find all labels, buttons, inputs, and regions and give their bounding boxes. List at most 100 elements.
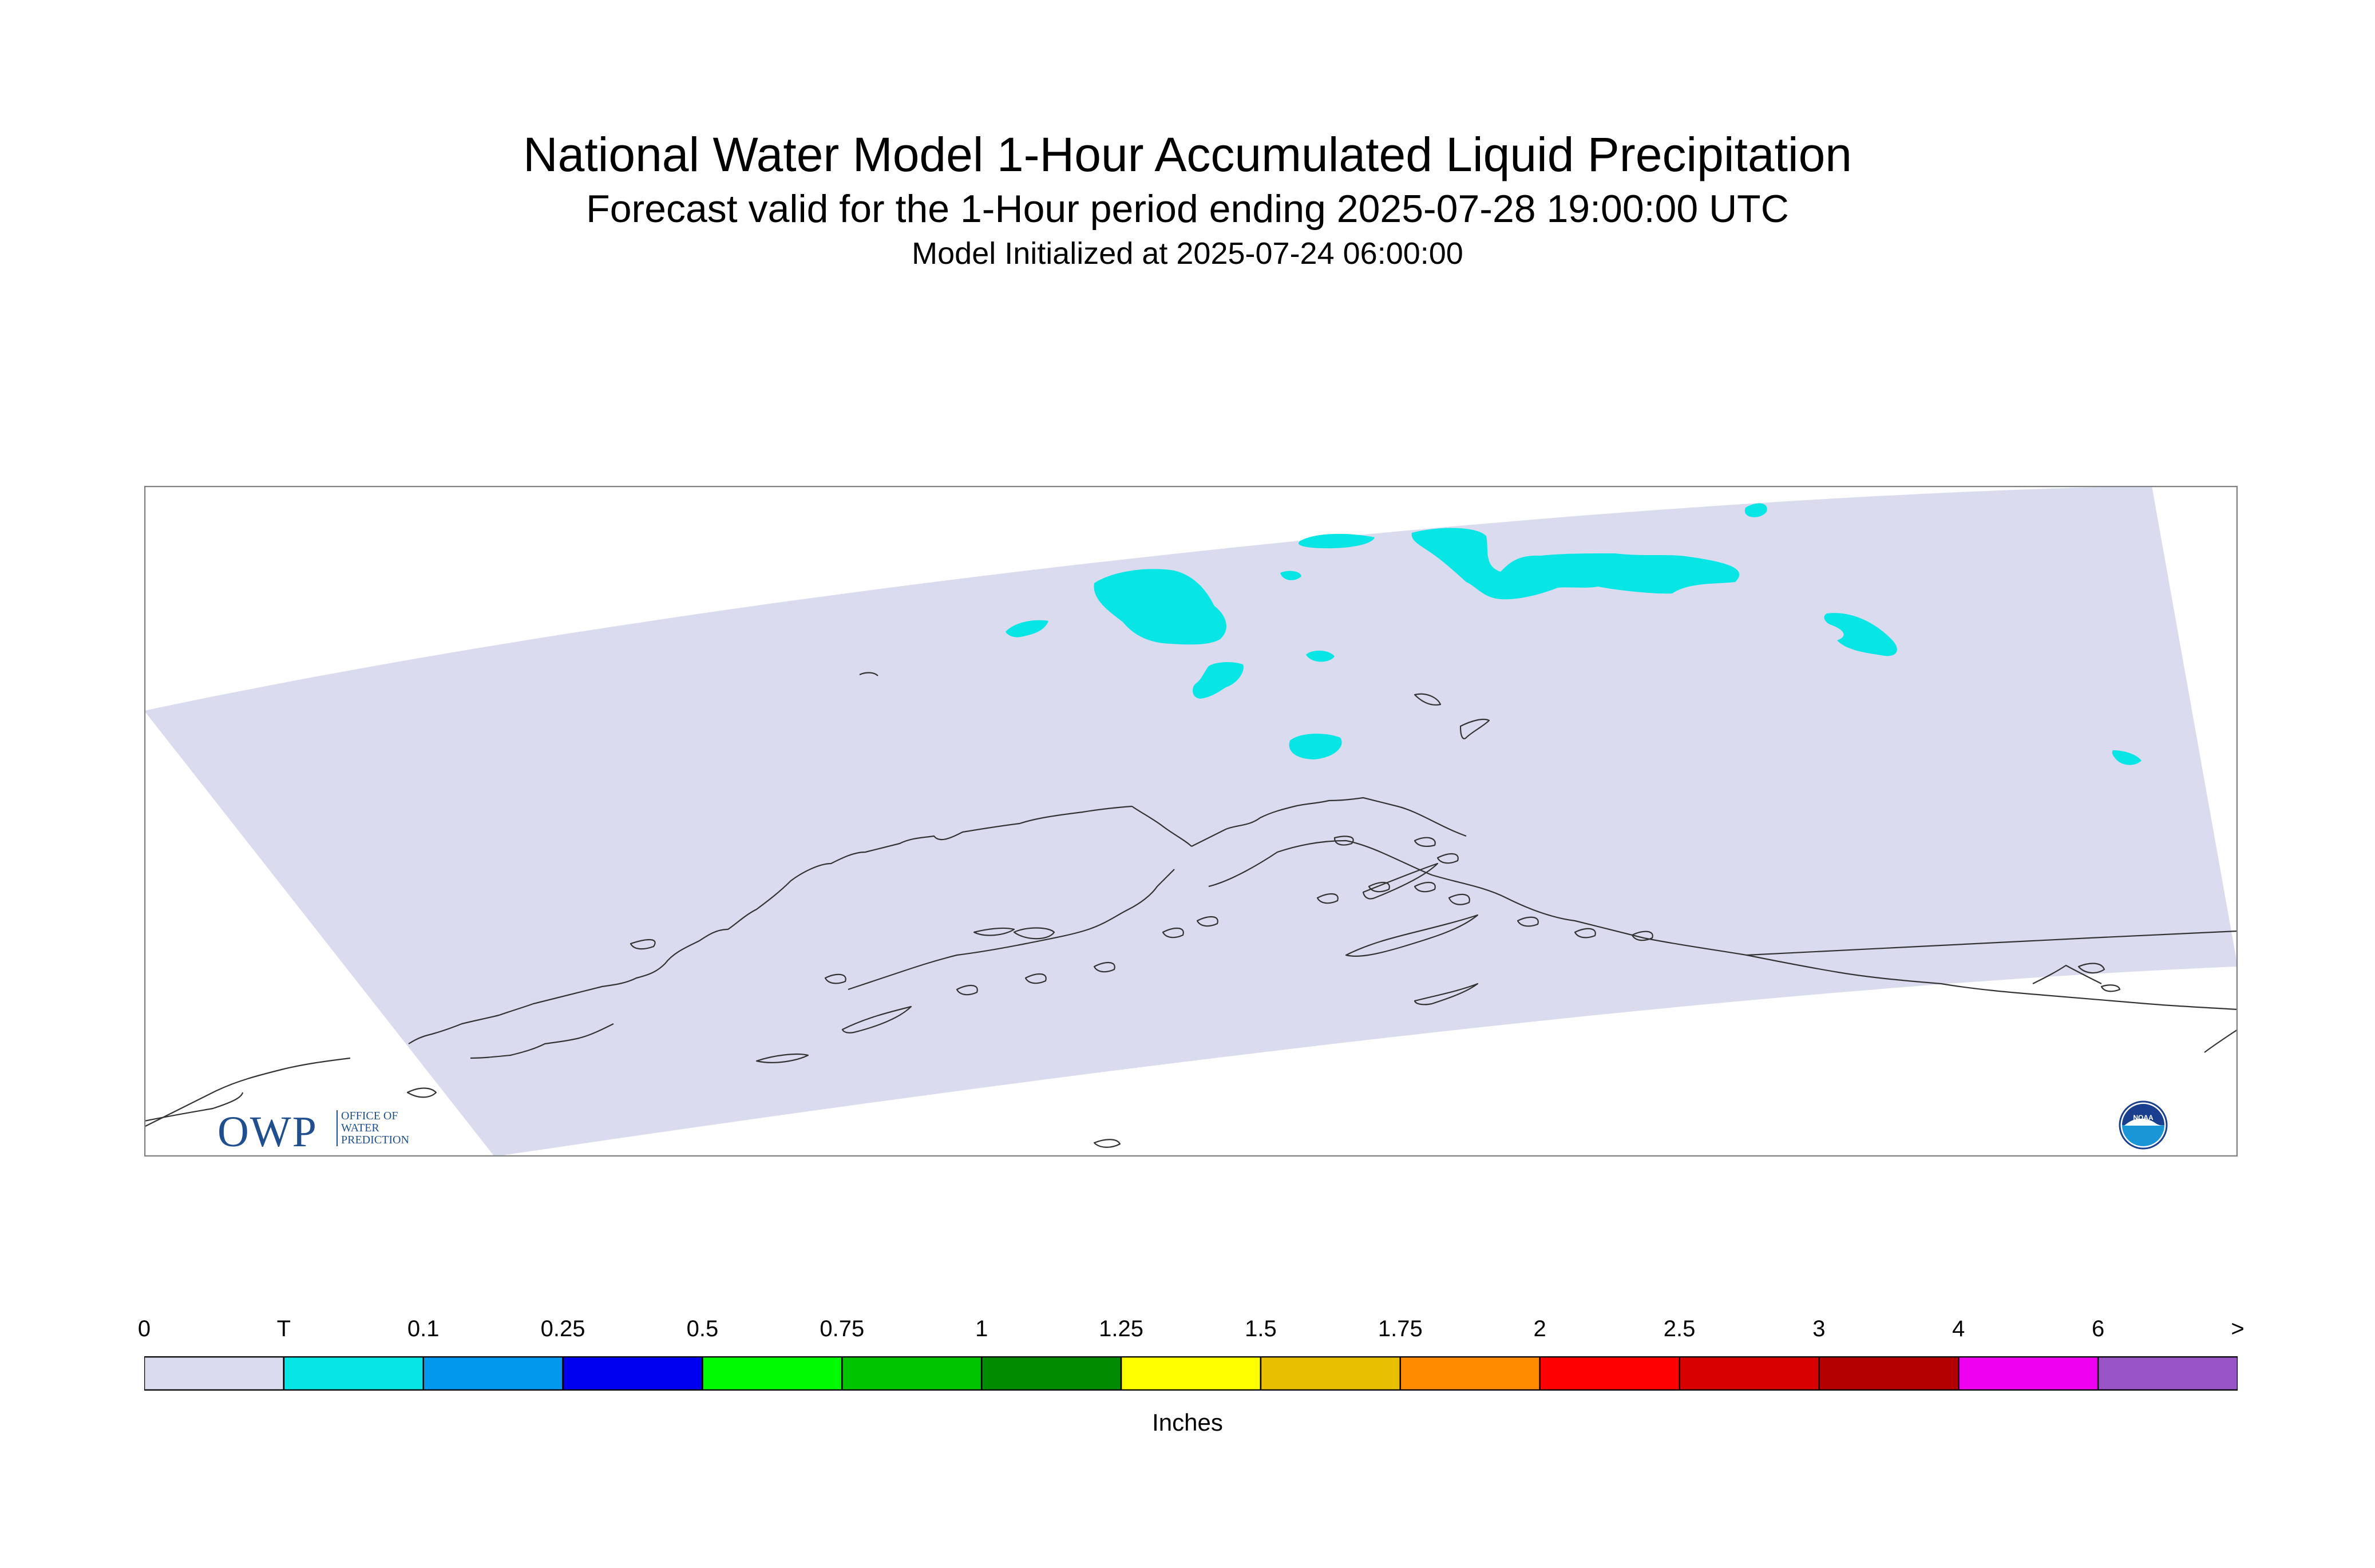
island (956, 985, 978, 996)
colorbar-tick-label: 0.1 (407, 1316, 440, 1341)
precip-area (1280, 571, 1301, 580)
island (1162, 928, 1184, 939)
colorbar-swatch (422, 1356, 564, 1391)
gulf-coast (1746, 930, 2238, 956)
colorbar-swatch (1120, 1356, 1262, 1391)
coastline-east (2204, 1029, 2238, 1053)
island (1414, 882, 1436, 893)
colorbar-tick-label: 1 (975, 1316, 988, 1341)
island (1368, 882, 1390, 893)
island (1024, 973, 1047, 984)
map-frame (144, 486, 2238, 1157)
island (841, 1005, 912, 1034)
precip-area (1094, 569, 1226, 645)
precip-area (1744, 503, 1767, 517)
colorbar-tick-label: 6 (2092, 1316, 2105, 1341)
colorbar-tick-label: 0 (137, 1316, 151, 1341)
island (1574, 928, 1596, 939)
precip-area (1298, 533, 1375, 549)
colorbar-swatch (702, 1356, 843, 1391)
precip-area (2112, 750, 2142, 765)
model-init-text: Model Initialized at 2025-07-24 06:00:00 (912, 236, 1463, 271)
island (2100, 984, 2121, 992)
island (1345, 914, 1479, 957)
colorbar-tick-label: 2.5 (1663, 1316, 1696, 1341)
model-domain (144, 486, 2238, 1157)
colorbar-swatch (1818, 1356, 1960, 1391)
interior-coast-segment (1131, 806, 1192, 847)
island (1316, 893, 1339, 904)
colorbar-swatch (841, 1356, 983, 1391)
lake (406, 1087, 437, 1098)
owp-line-3: PREDICTION (341, 1134, 409, 1146)
island (1448, 893, 1470, 905)
mainland-coastline (408, 805, 1133, 1044)
island (1093, 1139, 1121, 1148)
owp-logo-text: OFFICE OF WATER PREDICTION (337, 1110, 409, 1146)
colorbar-swatch (1260, 1356, 1402, 1391)
precip-colorbar (144, 1356, 2238, 1391)
colorbar-tick-label: 1.25 (1099, 1316, 1143, 1341)
lake (859, 672, 878, 676)
aleutian-peninsula (848, 869, 1175, 991)
colorbar-tick-label: > (2231, 1316, 2245, 1341)
map-panel (144, 486, 2238, 1157)
colorbar-tick-label: T (276, 1316, 291, 1341)
colorbar-swatch (283, 1356, 424, 1391)
archipelago-coast (1191, 797, 1467, 847)
canada-border (1746, 954, 2238, 1011)
west-coast (470, 1023, 614, 1059)
colorbar-swatch (562, 1356, 703, 1391)
precip-area (1306, 650, 1335, 662)
noaa-logo: NOAA (2119, 1100, 2168, 1150)
island (1362, 862, 1439, 900)
noaa-logo-text: NOAA (2133, 1114, 2154, 1122)
colorbar-swatch (1958, 1356, 2099, 1391)
island (1631, 930, 1653, 941)
map-title: National Water Model 1-Hour Accumulated … (522, 128, 1852, 181)
owp-logo: OWP (217, 1108, 318, 1156)
island (1436, 853, 1459, 864)
island (1196, 916, 1218, 927)
island (144, 1092, 244, 1122)
island (630, 939, 656, 950)
island (2077, 963, 2105, 974)
lake (1414, 693, 1442, 706)
island (824, 973, 846, 984)
island (1517, 916, 1539, 927)
island (1093, 962, 1115, 973)
owp-line-2: WATER (341, 1122, 379, 1134)
colorbar-tick-label: 1.5 (1245, 1316, 1277, 1341)
island (1013, 927, 1055, 940)
island (1414, 837, 1436, 847)
colorbar-swatch (1399, 1356, 1541, 1391)
island (973, 927, 1015, 936)
colorbar-swatch (1679, 1356, 1820, 1391)
lower-coast (144, 1057, 351, 1127)
precip-area (1411, 528, 1740, 600)
cook-inlet-coast (1208, 840, 1747, 956)
colorbar-tick-label: 0.25 (540, 1316, 585, 1341)
colorbar-swatch (144, 1356, 285, 1391)
precip-area (1006, 620, 1048, 638)
colorbar-swatch (980, 1356, 1122, 1391)
owp-line-1: OFFICE OF (341, 1110, 398, 1122)
map-subtitle: Forecast valid for the 1-Hour period end… (586, 187, 1789, 231)
colorbar-tick-label: 2 (1533, 1316, 1546, 1341)
colorbar-swatch (1539, 1356, 1680, 1391)
island (755, 1053, 809, 1063)
colorbar-tick-label: 0.5 (686, 1316, 719, 1341)
island (1333, 836, 1354, 846)
lake (1459, 718, 1490, 739)
colorbar-tick-label: 3 (1812, 1316, 1826, 1341)
colorbar-tick-label: 4 (1952, 1316, 1965, 1341)
colorbar-swatch (2097, 1356, 2238, 1391)
colorbar-units: Inches (1152, 1409, 1223, 1436)
coastline-east (2032, 964, 2102, 984)
precip-area (1824, 613, 1897, 656)
colorbar-tick-label: 1.75 (1378, 1316, 1423, 1341)
colorbar-tick-label: 0.75 (820, 1316, 865, 1341)
precip-area (1289, 734, 1342, 759)
precip-trace-areas (1006, 503, 2142, 765)
island (1414, 983, 1479, 1005)
